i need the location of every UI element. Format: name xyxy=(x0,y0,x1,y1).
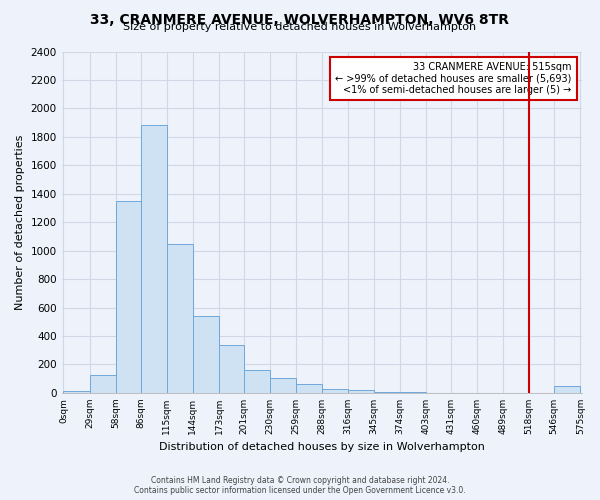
Bar xyxy=(193,316,219,393)
Bar xyxy=(64,391,89,393)
Text: 33 CRANMERE AVENUE: 515sqm
← >99% of detached houses are smaller (5,693)
<1% of : 33 CRANMERE AVENUE: 515sqm ← >99% of det… xyxy=(335,62,572,95)
Bar xyxy=(141,126,167,393)
Bar xyxy=(167,244,193,393)
Y-axis label: Number of detached properties: Number of detached properties xyxy=(15,134,25,310)
Bar xyxy=(89,375,116,393)
Bar xyxy=(219,346,244,393)
Bar xyxy=(270,378,296,393)
Text: Size of property relative to detached houses in Wolverhampton: Size of property relative to detached ho… xyxy=(124,22,476,32)
Bar xyxy=(244,370,270,393)
Bar xyxy=(116,201,141,393)
X-axis label: Distribution of detached houses by size in Wolverhampton: Distribution of detached houses by size … xyxy=(159,442,485,452)
Bar xyxy=(347,390,374,393)
Bar xyxy=(400,392,426,393)
Text: Contains HM Land Registry data © Crown copyright and database right 2024.
Contai: Contains HM Land Registry data © Crown c… xyxy=(134,476,466,495)
Bar xyxy=(374,392,400,393)
Bar xyxy=(554,386,580,393)
Bar xyxy=(322,388,347,393)
Text: 33, CRANMERE AVENUE, WOLVERHAMPTON, WV6 8TR: 33, CRANMERE AVENUE, WOLVERHAMPTON, WV6 … xyxy=(91,12,509,26)
Bar xyxy=(296,384,322,393)
